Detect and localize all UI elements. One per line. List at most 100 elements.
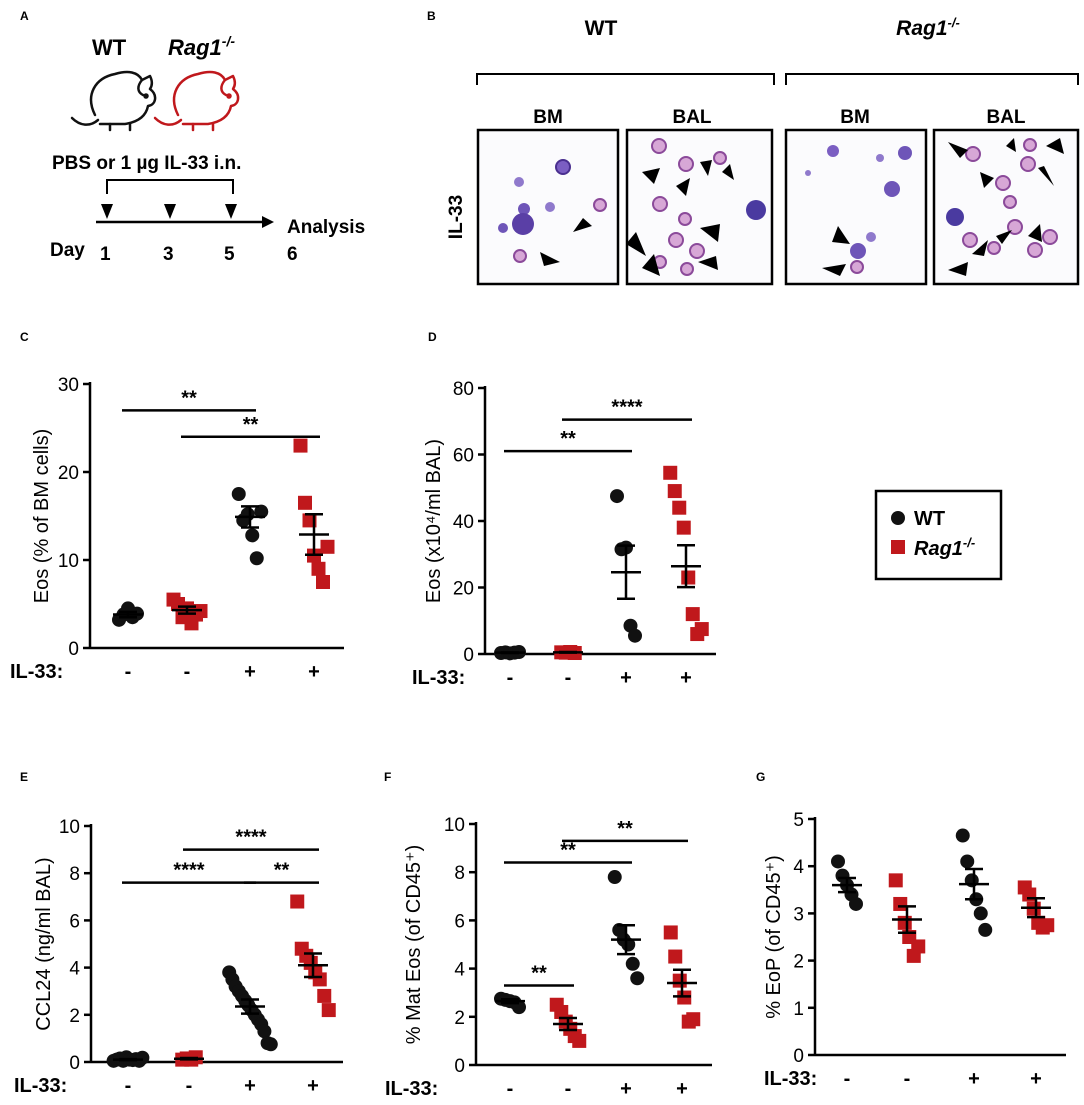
mouse-icon-rag bbox=[155, 72, 238, 130]
y-tick-label: 3 bbox=[793, 904, 804, 925]
y-tick-label: 1 bbox=[793, 999, 804, 1020]
data-point bbox=[681, 571, 695, 585]
data-point bbox=[250, 551, 264, 565]
figure: A WT Rag1-/- PBS or 1 µg IL-33 i.n. Anal… bbox=[0, 0, 1084, 1105]
y-tick-label: 20 bbox=[453, 579, 474, 600]
data-point bbox=[232, 487, 246, 501]
y-tick-label: 40 bbox=[453, 512, 474, 533]
y-tick-label: 10 bbox=[58, 551, 79, 572]
y-tick-label: 10 bbox=[444, 815, 465, 836]
panel-letter-d: D bbox=[428, 330, 437, 344]
x-category-label: + bbox=[244, 1075, 256, 1097]
data-point bbox=[686, 1012, 700, 1026]
data-point bbox=[264, 1037, 278, 1051]
data-point bbox=[1040, 918, 1054, 932]
x-category-label: - bbox=[507, 1078, 514, 1100]
y-tick-label: 0 bbox=[69, 1053, 80, 1074]
panel-a-treatment: PBS or 1 µg IL-33 i.n. bbox=[52, 153, 241, 174]
x-category-label: - bbox=[565, 1078, 572, 1100]
data-point bbox=[695, 622, 709, 636]
panel-b-row-label: IL-33 bbox=[446, 195, 467, 239]
significance-label: ** bbox=[560, 428, 576, 450]
y-tick-label: 6 bbox=[69, 911, 80, 932]
y-tick-label: 20 bbox=[58, 463, 79, 484]
panel-b-col-4: BAL bbox=[986, 107, 1025, 128]
data-point bbox=[974, 906, 988, 920]
dose-arrow-day1 bbox=[101, 204, 113, 219]
data-point bbox=[322, 1003, 336, 1017]
data-point bbox=[257, 1024, 271, 1038]
data-point bbox=[572, 1034, 586, 1048]
micrograph-rag-bm bbox=[786, 130, 926, 284]
y-tick-label: 5 bbox=[793, 810, 804, 831]
y-tick-label: 2 bbox=[793, 952, 804, 973]
y-axis-label: Eos (% of BM cells) bbox=[31, 429, 53, 603]
data-point bbox=[898, 916, 912, 930]
y-tick-label: 4 bbox=[69, 959, 80, 980]
data-point bbox=[672, 501, 686, 515]
panel-a-day-5: 5 bbox=[224, 244, 235, 265]
x-category-label: + bbox=[676, 1078, 688, 1100]
y-tick-label: 2 bbox=[69, 1006, 80, 1027]
il33-label: IL-33: bbox=[412, 667, 465, 689]
data-point bbox=[686, 607, 700, 621]
x-category-label: - bbox=[184, 661, 191, 683]
panel-letter-g: G bbox=[756, 770, 765, 784]
legend-wt-label: WT bbox=[914, 508, 945, 530]
data-point bbox=[664, 925, 678, 939]
x-category-label: - bbox=[125, 1075, 132, 1097]
legend-box bbox=[876, 491, 1001, 579]
data-point bbox=[893, 897, 907, 911]
dose-arrow-day5 bbox=[225, 204, 237, 219]
y-tick-label: 4 bbox=[793, 857, 804, 878]
x-category-label: + bbox=[307, 1075, 319, 1097]
panel-letter-b: B bbox=[427, 9, 436, 23]
panel-a-wt-label: WT bbox=[92, 35, 127, 60]
x-category-label: + bbox=[1030, 1068, 1042, 1090]
mouse-icon-wt bbox=[72, 72, 155, 130]
y-tick-label: 0 bbox=[68, 639, 79, 660]
data-point bbox=[630, 971, 644, 985]
panel-letter-a: A bbox=[20, 9, 29, 23]
dose-arrow-day3 bbox=[164, 204, 176, 219]
y-axis-label: Eos (x10⁴/ml BAL) bbox=[423, 439, 445, 603]
data-point bbox=[849, 897, 863, 911]
significance-label: ** bbox=[243, 414, 259, 436]
panel-a-rag-label: Rag1-/- bbox=[168, 33, 235, 60]
chart-panel-c: C 0102030Eos (% of BM cells)IL-33: - - + +**… bbox=[10, 330, 344, 683]
y-tick-label: 4 bbox=[454, 960, 465, 981]
panel-a-day-label: Day bbox=[50, 240, 85, 261]
significance-label: ** bbox=[617, 818, 633, 840]
chart-panel-d: D 020406080Eos (x10⁴/ml BAL)IL-33: - - + +**… bbox=[412, 330, 716, 689]
significance-label: ** bbox=[181, 387, 197, 409]
data-point bbox=[313, 972, 327, 986]
y-tick-label: 2 bbox=[454, 1008, 465, 1029]
y-tick-label: 6 bbox=[454, 911, 465, 932]
data-point bbox=[668, 484, 682, 498]
panel-b: B WT Rag1-/- BM BAL BM BAL IL-33 bbox=[427, 9, 1078, 284]
y-axis-label: CCL24 (ng/ml BAL) bbox=[33, 857, 55, 1030]
il33-label: IL-33: bbox=[764, 1068, 817, 1090]
x-category-label: + bbox=[620, 1078, 632, 1100]
il33-label: IL-33: bbox=[385, 1078, 438, 1100]
significance-label: **** bbox=[173, 860, 204, 882]
data-point bbox=[312, 562, 326, 576]
panel-a-day-1: 1 bbox=[100, 244, 111, 265]
x-category-label: + bbox=[308, 661, 320, 683]
panel-b-wt-bracket bbox=[477, 74, 774, 85]
il33-label: IL-33: bbox=[14, 1075, 67, 1097]
panel-letter-e: E bbox=[20, 770, 28, 784]
data-point bbox=[294, 439, 308, 453]
panel-b-rag-label: Rag1-/- bbox=[896, 15, 960, 40]
legend-wt-marker bbox=[891, 511, 905, 525]
chart-panel-g: G 012345% EoP (of CD45⁺)IL-33: - - + + bbox=[756, 770, 1066, 1090]
il33-label: IL-33: bbox=[10, 661, 63, 683]
legend: WT Rag1-/- bbox=[876, 491, 1001, 579]
data-point bbox=[626, 957, 640, 971]
y-tick-label: 8 bbox=[454, 863, 465, 884]
data-point bbox=[298, 496, 312, 510]
y-tick-label: 8 bbox=[69, 864, 80, 885]
panel-a-day-6: 6 bbox=[287, 244, 298, 265]
significance-label: ** bbox=[531, 962, 547, 984]
treatment-bracket bbox=[107, 180, 233, 194]
